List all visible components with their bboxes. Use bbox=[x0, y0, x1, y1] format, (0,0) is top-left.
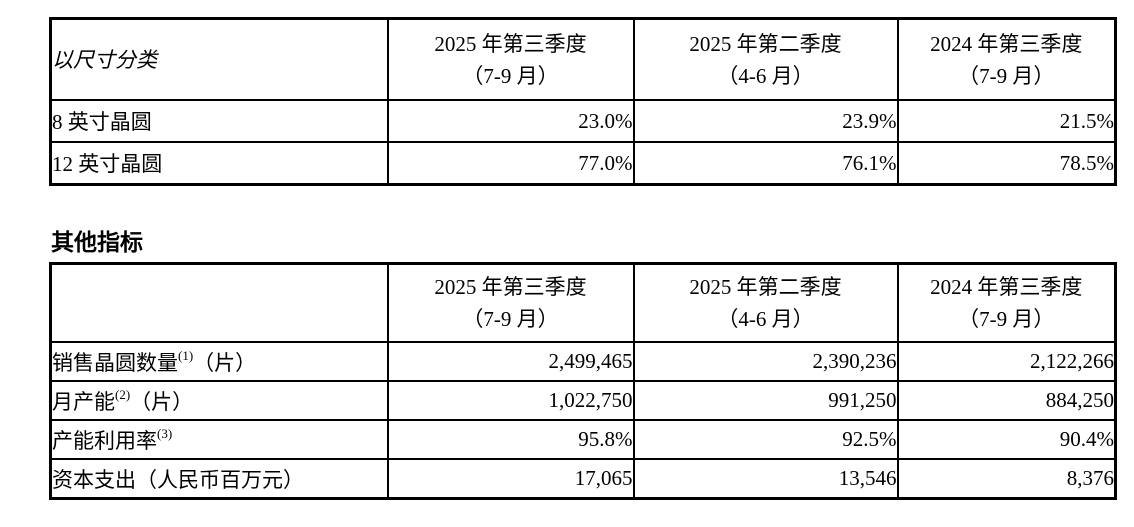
row-label-text: 月产能 bbox=[52, 389, 116, 414]
column-header-2024q3: 2024 年第三季度 （7-9 月） bbox=[896, 17, 1117, 101]
footnote-ref: (1) bbox=[178, 347, 194, 363]
table-row-8inch: 8 英寸晶圆 23.0% 23.9% 21.5% bbox=[49, 99, 1117, 143]
cell-value: 8,376 bbox=[896, 458, 1117, 500]
cell-value: 2,390,236 bbox=[632, 341, 899, 382]
cell-value: 76.1% bbox=[632, 141, 899, 186]
cell-value: 884,250 bbox=[896, 380, 1117, 421]
table-row-12inch: 12 英寸晶圆 77.0% 76.1% 78.5% bbox=[49, 141, 1117, 186]
cell-value: 23.0% bbox=[386, 99, 635, 143]
row-label-text: 产能利用率 bbox=[52, 428, 158, 453]
cell-value: 92.5% bbox=[632, 419, 899, 460]
footnote-ref: (3) bbox=[157, 425, 173, 441]
table-header-row: 以尺寸分类 2025 年第三季度 （7-9 月） 2025 年第二季度 （4-6… bbox=[49, 17, 1117, 101]
table-header-row: 2025 年第三季度 （7-9 月） 2025 年第二季度 （4-6 月） 20… bbox=[49, 262, 1117, 343]
column-header-2025q2: 2025 年第二季度 （4-6 月） bbox=[632, 17, 899, 101]
cell-value: 991,250 bbox=[632, 380, 899, 421]
column-header-2025q3: 2025 年第三季度 （7-9 月） bbox=[386, 262, 635, 343]
row-label: 产能利用率(3) bbox=[49, 419, 389, 460]
other-metrics-table: 2025 年第三季度 （7-9 月） 2025 年第二季度 （4-6 月） 20… bbox=[49, 262, 1117, 500]
column-header-line1: 2025 年第三季度 bbox=[434, 275, 587, 299]
row-label-text: 资本支出（人民币百万元） bbox=[52, 467, 305, 492]
row-label-suffix: （片） bbox=[193, 350, 257, 375]
column-header-line2: （4-6 月） bbox=[717, 307, 814, 331]
column-header-line1: 2025 年第二季度 bbox=[689, 275, 842, 299]
cell-value: 21.5% bbox=[896, 99, 1117, 143]
corner-label-empty bbox=[49, 262, 389, 343]
row-label: 12 英寸晶圆 bbox=[49, 141, 389, 186]
section-heading-other-metrics: 其他指标 bbox=[51, 229, 143, 255]
column-header-line2: （7-9 月） bbox=[462, 307, 559, 331]
cell-value: 2,122,266 bbox=[896, 341, 1117, 382]
cell-value: 1,022,750 bbox=[386, 380, 635, 421]
cell-value: 95.8% bbox=[386, 419, 635, 460]
column-header-2024q3: 2024 年第三季度 （7-9 月） bbox=[896, 262, 1117, 343]
cell-value: 2,499,465 bbox=[386, 341, 635, 382]
cell-value: 17,065 bbox=[386, 458, 635, 500]
corner-label: 以尺寸分类 bbox=[49, 17, 389, 101]
table-row-monthly-capacity: 月产能(2)（片） 1,022,750 991,250 884,250 bbox=[49, 380, 1117, 421]
column-header-2025q2: 2025 年第二季度 （4-6 月） bbox=[632, 262, 899, 343]
column-header-line1: 2025 年第二季度 bbox=[689, 31, 842, 56]
row-label-suffix: （片） bbox=[130, 389, 194, 414]
column-header-line2: （7-9 月） bbox=[958, 307, 1055, 331]
cell-value: 90.4% bbox=[896, 419, 1117, 460]
row-label: 8 英寸晶圆 bbox=[49, 99, 389, 143]
column-header-line2: （7-9 月） bbox=[958, 63, 1055, 88]
cell-value: 78.5% bbox=[896, 141, 1117, 186]
column-header-line1: 2025 年第三季度 bbox=[434, 31, 587, 56]
cell-value: 23.9% bbox=[632, 99, 899, 143]
table-row-wafer-shipments: 销售晶圆数量(1)（片） 2,499,465 2,390,236 2,122,2… bbox=[49, 341, 1117, 382]
column-header-line2: （7-9 月） bbox=[462, 63, 559, 88]
column-header-line1: 2024 年第三季度 bbox=[930, 275, 1083, 299]
row-label: 月产能(2)（片） bbox=[49, 380, 389, 421]
column-header-line1: 2024 年第三季度 bbox=[930, 31, 1083, 56]
wafer-size-table: 以尺寸分类 2025 年第三季度 （7-9 月） 2025 年第二季度 （4-6… bbox=[49, 17, 1117, 186]
column-header-line2: （4-6 月） bbox=[717, 63, 814, 88]
footnote-ref: (2) bbox=[115, 386, 131, 402]
cell-value: 77.0% bbox=[386, 141, 635, 186]
row-label: 销售晶圆数量(1)（片） bbox=[49, 341, 389, 382]
column-header-2025q3: 2025 年第三季度 （7-9 月） bbox=[386, 17, 635, 101]
table-row-utilization: 产能利用率(3) 95.8% 92.5% 90.4% bbox=[49, 419, 1117, 460]
cell-value: 13,546 bbox=[632, 458, 899, 500]
row-label: 资本支出（人民币百万元） bbox=[49, 458, 389, 500]
table-row-capex: 资本支出（人民币百万元） 17,065 13,546 8,376 bbox=[49, 458, 1117, 500]
row-label-text: 销售晶圆数量 bbox=[52, 350, 179, 375]
